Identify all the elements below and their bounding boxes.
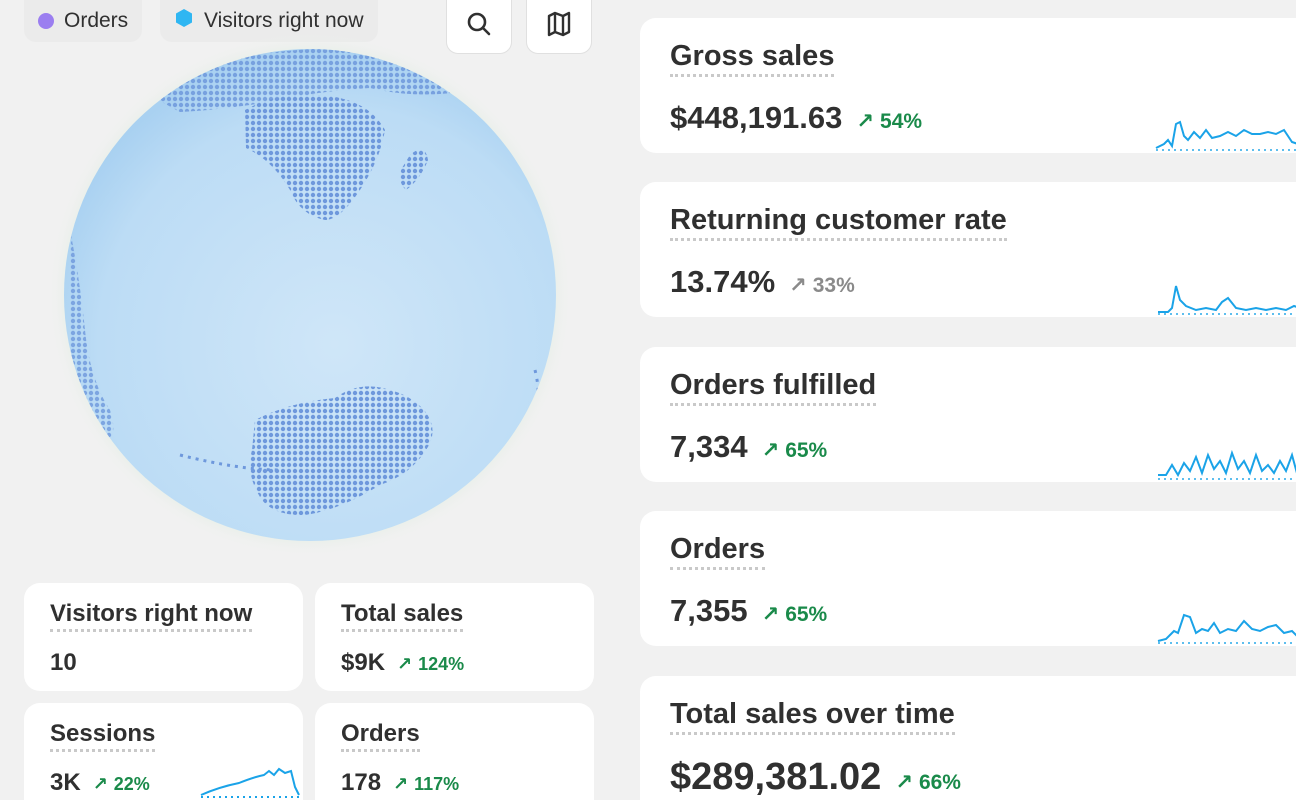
returning-rate-card[interactable]: Returning customer rate 13.74% ↗ 33%	[640, 182, 1296, 317]
total-sales-over-time-delta: ↗ 66%	[895, 771, 961, 794]
legend-visitors-label: Visitors right now	[204, 9, 364, 32]
gross-sales-delta: ↗ 54%	[856, 110, 923, 133]
map-icon	[545, 10, 573, 43]
orders-small-title: Orders	[341, 719, 420, 752]
gross-sales-value: $448,191.63	[670, 100, 843, 135]
map-view-button[interactable]	[526, 0, 592, 54]
orders-fulfilled-delta: ↗ 65%	[761, 439, 828, 462]
orders-title: Orders	[670, 531, 766, 570]
arrow-up-right-icon: ↗	[393, 774, 409, 794]
returning-rate-value: 13.74%	[670, 264, 776, 299]
legend-orders[interactable]: Orders	[24, 0, 143, 42]
orders-sparkline	[1157, 613, 1296, 644]
visitors-now-value: 10	[50, 649, 77, 676]
orders-fulfilled-card[interactable]: Orders fulfilled 7,334 ↗ 65%	[640, 347, 1296, 482]
total-sales-delta: ↗ 124%	[397, 654, 465, 674]
arrow-up-right-icon: ↗	[397, 654, 413, 674]
globe-graphic	[48, 33, 572, 557]
orders-value: 7,355	[670, 593, 748, 628]
globe-landmasses	[70, 49, 542, 516]
arrow-up-right-icon: ↗	[761, 439, 780, 462]
arrow-up-right-icon: ↗	[856, 110, 875, 133]
total-sales-value: $9K	[341, 649, 386, 676]
sessions-sparkline	[200, 767, 300, 798]
orders-card[interactable]: Orders 7,355 ↗ 65%	[640, 511, 1296, 646]
arrow-up-right-icon: ↗	[895, 771, 913, 794]
orders-fulfilled-sparkline	[1158, 449, 1296, 480]
gross-sales-sparkline	[1155, 120, 1296, 151]
returning-rate-delta: ↗ 33%	[789, 274, 855, 297]
legend-orders-label: Orders	[64, 9, 129, 32]
total-sales-over-time-value: $289,381.02	[670, 756, 882, 798]
orders-delta: ↗ 65%	[761, 603, 828, 626]
orders-fulfilled-title: Orders fulfilled	[670, 367, 877, 406]
orders-small-delta: ↗ 117%	[393, 774, 460, 794]
sessions-value: 3K	[50, 769, 81, 796]
sessions-card[interactable]: Sessions 3K ↗ 22%	[24, 703, 303, 800]
sessions-delta: ↗ 22%	[92, 774, 150, 794]
visitors-now-title: Visitors right now	[50, 599, 253, 632]
visitors-now-card[interactable]: Visitors right now 10	[24, 583, 303, 691]
orders-dot-icon	[38, 13, 54, 29]
arrow-up-right-icon: ↗	[92, 774, 108, 794]
sessions-title: Sessions	[50, 719, 156, 752]
search-button[interactable]	[446, 0, 512, 54]
total-sales-over-time-title: Total sales over time	[670, 696, 955, 735]
gross-sales-title: Gross sales	[670, 38, 835, 77]
orders-small-value: 178	[341, 769, 382, 796]
search-icon	[465, 10, 493, 43]
arrow-up-right-icon: ↗	[789, 274, 807, 297]
total-sales-over-time-card[interactable]: Total sales over time $289,381.02 ↗ 66%	[640, 676, 1296, 800]
visitors-hexagon-icon	[174, 8, 194, 34]
returning-rate-title: Returning customer rate	[670, 202, 1007, 241]
visitors-globe[interactable]	[40, 30, 580, 560]
arrow-up-right-icon: ↗	[761, 603, 780, 626]
total-sales-card[interactable]: Total sales $9K ↗ 124%	[315, 583, 594, 691]
orders-fulfilled-value: 7,334	[670, 429, 748, 464]
gross-sales-card[interactable]: Gross sales $448,191.63 ↗ 54%	[640, 18, 1296, 153]
orders-small-card[interactable]: Orders 178 ↗ 117%	[315, 703, 594, 800]
returning-rate-sparkline	[1158, 285, 1296, 315]
total-sales-title: Total sales	[341, 599, 464, 632]
